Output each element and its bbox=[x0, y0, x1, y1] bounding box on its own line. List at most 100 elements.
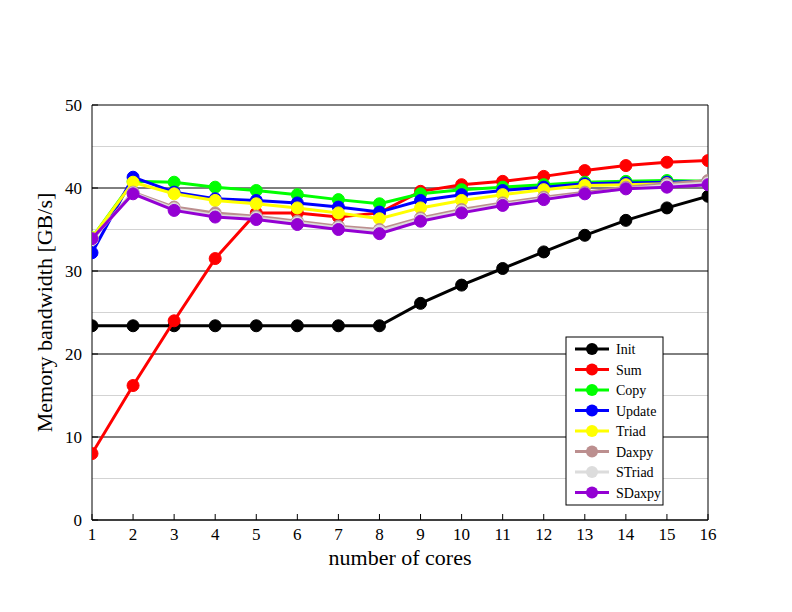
series-marker bbox=[456, 207, 468, 219]
series-marker bbox=[92, 233, 98, 245]
y-tick bbox=[92, 271, 98, 272]
y-tick bbox=[92, 105, 98, 106]
legend-label: STriad bbox=[616, 465, 654, 480]
y-axis-label: Memory bandwidth [GB/s] bbox=[32, 193, 57, 433]
series-marker bbox=[702, 178, 708, 190]
series-marker bbox=[661, 181, 673, 193]
legend-label: Sum bbox=[616, 363, 642, 378]
series-marker bbox=[291, 202, 303, 214]
x-tick-label: 13 bbox=[576, 525, 593, 544]
x-tick-label: 7 bbox=[334, 525, 343, 544]
grid-line bbox=[92, 520, 708, 521]
series-marker bbox=[291, 219, 303, 231]
series-marker bbox=[497, 199, 509, 211]
series-marker bbox=[702, 155, 708, 167]
series-line bbox=[92, 181, 708, 240]
series-line bbox=[92, 161, 708, 454]
series-marker bbox=[579, 229, 591, 241]
series-marker bbox=[92, 247, 98, 259]
series-marker bbox=[579, 165, 591, 177]
series-marker bbox=[127, 187, 139, 199]
series-marker bbox=[497, 263, 509, 275]
y-tick bbox=[92, 354, 98, 355]
series-marker bbox=[415, 297, 427, 309]
series-line bbox=[92, 185, 708, 239]
x-tick-label: 1 bbox=[88, 525, 97, 544]
series-marker bbox=[620, 214, 632, 226]
series-marker bbox=[415, 215, 427, 227]
x-tick-label: 3 bbox=[170, 525, 179, 544]
x-tick-label: 16 bbox=[700, 525, 717, 544]
x-tick bbox=[625, 514, 626, 520]
minor-grid-line bbox=[92, 229, 708, 230]
series-marker bbox=[620, 160, 632, 172]
x-tick bbox=[461, 514, 462, 520]
series-marker bbox=[702, 190, 708, 202]
series-marker bbox=[209, 194, 221, 206]
series-marker bbox=[250, 214, 262, 226]
x-tick-label: 11 bbox=[494, 525, 510, 544]
series-marker bbox=[702, 179, 708, 191]
series-marker bbox=[250, 198, 262, 210]
x-tick bbox=[297, 514, 298, 520]
series-line bbox=[92, 177, 708, 253]
legend-marker bbox=[586, 343, 598, 355]
right-axis bbox=[708, 105, 709, 520]
x-tick bbox=[256, 514, 257, 520]
series-marker bbox=[497, 199, 509, 211]
x-tick-label: 4 bbox=[211, 525, 220, 544]
series-marker bbox=[332, 320, 344, 332]
series-marker bbox=[579, 188, 591, 200]
x-tick bbox=[133, 514, 134, 520]
series-marker bbox=[92, 233, 98, 245]
series-marker bbox=[332, 224, 344, 236]
x-tick-label: 15 bbox=[658, 525, 675, 544]
plot-area bbox=[92, 155, 708, 460]
legend-marker bbox=[586, 425, 598, 437]
series-marker bbox=[168, 315, 180, 327]
series-marker bbox=[92, 320, 98, 332]
series-marker bbox=[456, 279, 468, 291]
legend-marker bbox=[586, 384, 598, 396]
x-axis bbox=[92, 520, 708, 521]
series-marker bbox=[209, 253, 221, 265]
series-marker bbox=[250, 320, 262, 332]
legend-label: SDaxpy bbox=[616, 486, 661, 501]
series-marker bbox=[127, 188, 139, 200]
series-marker bbox=[373, 213, 385, 225]
series-marker bbox=[538, 246, 550, 258]
x-axis-label: number of cores bbox=[329, 545, 472, 570]
x-tick bbox=[174, 514, 175, 520]
x-tick-label: 12 bbox=[535, 525, 552, 544]
y-tick-label: 40 bbox=[65, 179, 82, 198]
series-marker bbox=[661, 156, 673, 168]
x-tick bbox=[92, 514, 93, 520]
series-marker bbox=[661, 202, 673, 214]
legend-label: Daxpy bbox=[616, 445, 653, 460]
y-tick-label: 50 bbox=[65, 96, 82, 115]
y-tick-label: 0 bbox=[74, 511, 83, 530]
x-tick-label: 2 bbox=[129, 525, 138, 544]
series-marker bbox=[127, 380, 139, 392]
series-marker bbox=[373, 320, 385, 332]
legend-marker bbox=[586, 364, 598, 376]
x-tick-label: 8 bbox=[375, 525, 384, 544]
series-line bbox=[92, 183, 708, 239]
x-tick bbox=[379, 514, 380, 520]
y-tick-label: 10 bbox=[65, 428, 82, 447]
grid-line bbox=[92, 105, 708, 106]
legend: InitSumCopyUpdateTriadDaxpySTriadSDaxpy bbox=[566, 337, 663, 505]
legend-marker bbox=[586, 466, 598, 478]
x-tick-label: 9 bbox=[416, 525, 425, 544]
x-tick bbox=[215, 514, 216, 520]
series-marker bbox=[291, 320, 303, 332]
series-marker bbox=[127, 320, 139, 332]
x-tick bbox=[666, 514, 667, 520]
series-marker bbox=[620, 183, 632, 195]
x-tick bbox=[420, 514, 421, 520]
series-marker bbox=[620, 183, 632, 195]
series-marker bbox=[92, 448, 98, 460]
series-marker bbox=[209, 211, 221, 223]
grid-line bbox=[92, 271, 708, 272]
legend-label: Init bbox=[616, 342, 636, 357]
